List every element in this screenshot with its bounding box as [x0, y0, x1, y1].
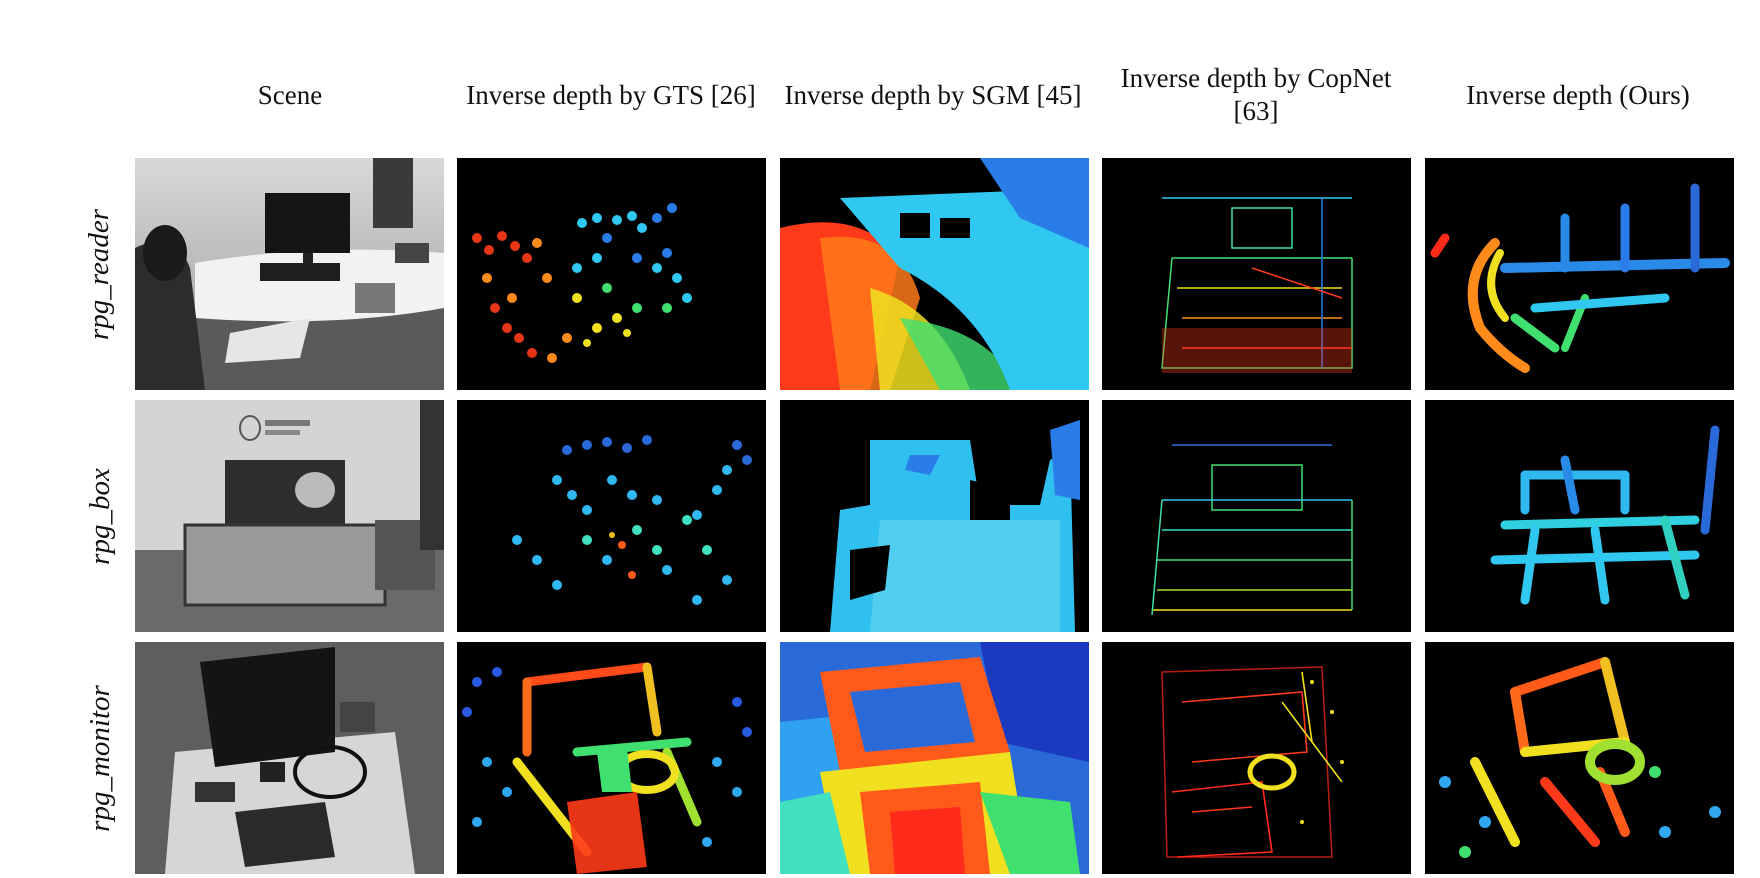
column-header-sgm: Inverse depth by SGM [45]	[783, 60, 1083, 130]
depth-map-gts-box	[457, 400, 766, 632]
column-header-ours-text: Inverse depth (Ours)	[1466, 79, 1690, 110]
depth-map-ours-reader	[1425, 158, 1734, 390]
column-header-gts: Inverse depth by GTS [26]	[461, 60, 761, 130]
depth-map-sgm-reader	[780, 158, 1089, 390]
column-header-scene: Scene	[140, 60, 440, 130]
column-header-gts-text: Inverse depth by GTS [26]	[466, 79, 756, 110]
row-label-monitor: rpg_monitor	[60, 642, 140, 874]
depth-map-copnet-reader	[1102, 158, 1411, 390]
depth-map-sgm-monitor	[780, 642, 1089, 874]
depth-map-copnet-monitor	[1102, 642, 1411, 874]
column-header-copnet: Inverse depth by CopNet [63]	[1106, 60, 1406, 130]
column-header-sgm-text: Inverse depth by SGM [45]	[784, 79, 1082, 110]
row-label-monitor-text: rpg_monitor	[83, 684, 116, 832]
scene-image-monitor	[135, 642, 444, 874]
depth-map-gts-monitor	[457, 642, 766, 874]
depth-map-copnet-box	[1102, 400, 1411, 632]
column-header-scene-text: Scene	[257, 79, 323, 110]
row-label-reader-text: rpg_reader	[83, 208, 116, 340]
scene-image-box	[135, 400, 444, 632]
depth-map-gts-reader	[457, 158, 766, 390]
depth-map-ours-box	[1425, 400, 1734, 632]
row-label-box-text: rpg_box	[83, 467, 116, 565]
depth-map-sgm-box	[780, 400, 1089, 632]
depth-map-ours-monitor	[1425, 642, 1734, 874]
row-label-box: rpg_box	[60, 400, 140, 632]
column-header-copnet-text: Inverse depth by CopNet [63]	[1120, 63, 1392, 126]
row-label-reader: rpg_reader	[60, 158, 140, 390]
column-header-ours: Inverse depth (Ours)	[1428, 60, 1728, 130]
scene-image-reader	[135, 158, 444, 390]
